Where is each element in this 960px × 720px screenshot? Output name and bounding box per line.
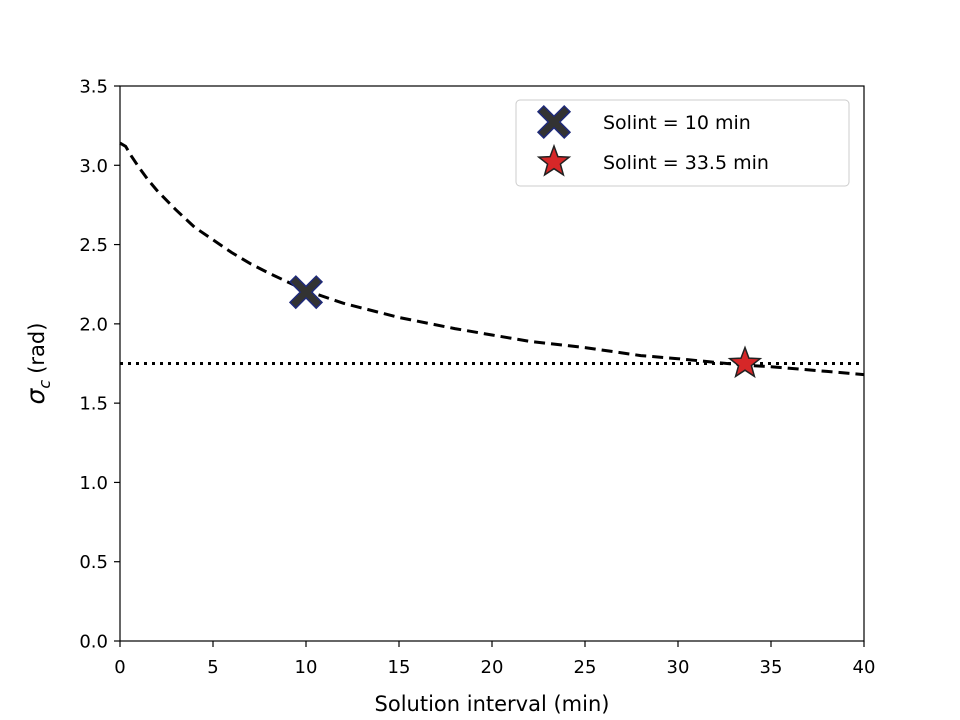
- x-tick-label: 40: [853, 657, 876, 678]
- y-axis-label-symbol: σ: [21, 387, 50, 404]
- x-tick-label: 15: [388, 657, 411, 678]
- x-tick-label: 35: [760, 657, 783, 678]
- y-tick-label: 1.0: [79, 473, 108, 494]
- x-tick-label: 30: [667, 657, 690, 678]
- legend-entry-label: Solint = 10 min: [603, 112, 751, 134]
- y-tick-label: 0.5: [79, 552, 108, 573]
- x-axis: 0 5 10 15 20 25 30 35 40: [114, 641, 875, 678]
- x-tick-label: 0: [114, 657, 125, 678]
- y-axis-label: σc (rad): [21, 323, 54, 405]
- y-axis-label-subscript: c: [35, 380, 54, 389]
- y-tick-label: 0.0: [79, 632, 108, 653]
- y-tick-label: 3.5: [79, 77, 108, 98]
- x-tick-label: 5: [207, 657, 218, 678]
- marker-layer: [288, 275, 763, 379]
- y-axis: 0.0 0.5 1.0 1.5 2.0 2.5 3.0 3.5: [79, 77, 120, 653]
- x-tick-label: 25: [574, 657, 597, 678]
- y-tick-label: 2.5: [79, 235, 108, 256]
- legend-star-icon: [536, 143, 572, 177]
- y-tick-label: 2.0: [79, 314, 108, 335]
- y-tick-label: 1.5: [79, 394, 108, 415]
- legend-entry-label: Solint = 33.5 min: [603, 152, 769, 174]
- legend: Solint = 10 min Solint = 33.5 min: [515, 99, 850, 187]
- y-tick-label: 3.0: [79, 156, 108, 177]
- solint-10-marker: [288, 275, 324, 310]
- legend-x-icon: [536, 104, 572, 140]
- x-axis-label: Solution interval (min): [375, 692, 610, 716]
- x-tick-label: 20: [481, 657, 504, 678]
- y-axis-label-unit: (rad): [25, 323, 49, 374]
- x-tick-label: 10: [295, 657, 318, 678]
- legend-box: [515, 99, 850, 187]
- solint-33-5-marker: [727, 345, 763, 379]
